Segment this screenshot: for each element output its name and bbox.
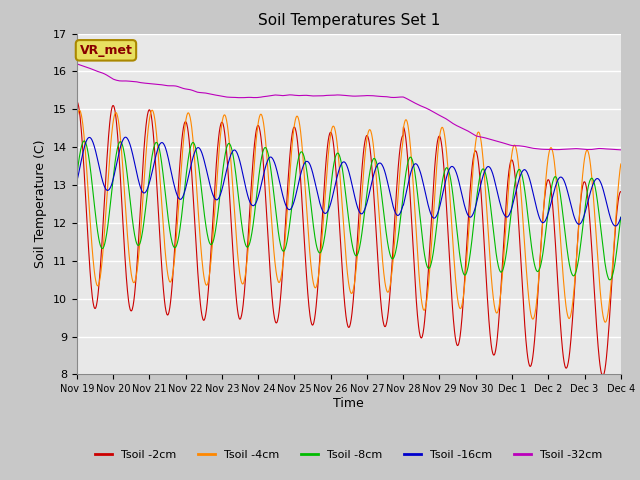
Tsoil -32cm xyxy=(552,147,560,153)
Tsoil -4cm xyxy=(255,116,263,121)
Line: Tsoil -4cm: Tsoil -4cm xyxy=(77,110,621,322)
Tsoil -32cm xyxy=(255,95,262,100)
Y-axis label: Soil Temperature (C): Soil Temperature (C) xyxy=(35,140,47,268)
Tsoil -4cm xyxy=(195,207,202,213)
Tsoil -4cm xyxy=(181,124,189,130)
Tsoil -2cm xyxy=(180,120,188,126)
Tsoil -2cm xyxy=(255,123,262,129)
Tsoil -8cm xyxy=(605,277,613,283)
Tsoil -16cm xyxy=(122,134,129,140)
Line: Tsoil -2cm: Tsoil -2cm xyxy=(77,102,621,374)
Tsoil -32cm xyxy=(617,147,625,153)
Tsoil -8cm xyxy=(255,172,263,178)
Tsoil -8cm xyxy=(553,175,561,181)
Tsoil -2cm xyxy=(617,189,625,194)
Tsoil -2cm xyxy=(504,175,512,181)
Tsoil -32cm xyxy=(194,89,202,95)
Tsoil -16cm xyxy=(505,213,513,219)
Tsoil -2cm xyxy=(194,269,202,275)
Tsoil -4cm xyxy=(148,108,156,113)
Tsoil -16cm xyxy=(553,180,561,186)
Tsoil -16cm xyxy=(434,211,442,217)
Tsoil -4cm xyxy=(505,185,513,191)
Tsoil -4cm xyxy=(73,116,81,122)
Tsoil -8cm xyxy=(434,216,442,222)
Tsoil -8cm xyxy=(73,173,81,179)
Tsoil -8cm xyxy=(181,183,189,189)
Tsoil -16cm xyxy=(73,179,81,184)
Tsoil -2cm xyxy=(552,253,560,259)
Tsoil -8cm xyxy=(505,233,513,239)
Tsoil -16cm xyxy=(181,188,189,194)
Line: Tsoil -8cm: Tsoil -8cm xyxy=(77,141,621,280)
Tsoil -32cm xyxy=(504,142,512,147)
Tsoil -32cm xyxy=(180,86,188,92)
Text: VR_met: VR_met xyxy=(79,44,132,57)
Line: Tsoil -16cm: Tsoil -16cm xyxy=(77,137,621,226)
Tsoil -16cm xyxy=(255,191,263,197)
Tsoil -4cm xyxy=(602,319,609,325)
Line: Tsoil -32cm: Tsoil -32cm xyxy=(77,64,621,150)
Tsoil -4cm xyxy=(553,181,561,187)
Tsoil -4cm xyxy=(617,161,625,167)
Tsoil -16cm xyxy=(617,215,625,220)
Tsoil -2cm xyxy=(598,372,605,377)
Tsoil -8cm xyxy=(80,138,88,144)
Tsoil -8cm xyxy=(617,214,625,220)
Tsoil -2cm xyxy=(73,99,81,105)
X-axis label: Time: Time xyxy=(333,397,364,410)
Tsoil -16cm xyxy=(612,223,620,229)
Title: Soil Temperatures Set 1: Soil Temperatures Set 1 xyxy=(258,13,440,28)
Tsoil -8cm xyxy=(195,160,202,166)
Tsoil -4cm xyxy=(434,155,442,160)
Tsoil -32cm xyxy=(433,111,441,117)
Tsoil -2cm xyxy=(433,141,441,146)
Tsoil -16cm xyxy=(195,145,202,151)
Tsoil -32cm xyxy=(73,61,81,67)
Legend: Tsoil -2cm, Tsoil -4cm, Tsoil -8cm, Tsoil -16cm, Tsoil -32cm: Tsoil -2cm, Tsoil -4cm, Tsoil -8cm, Tsoi… xyxy=(91,445,607,464)
